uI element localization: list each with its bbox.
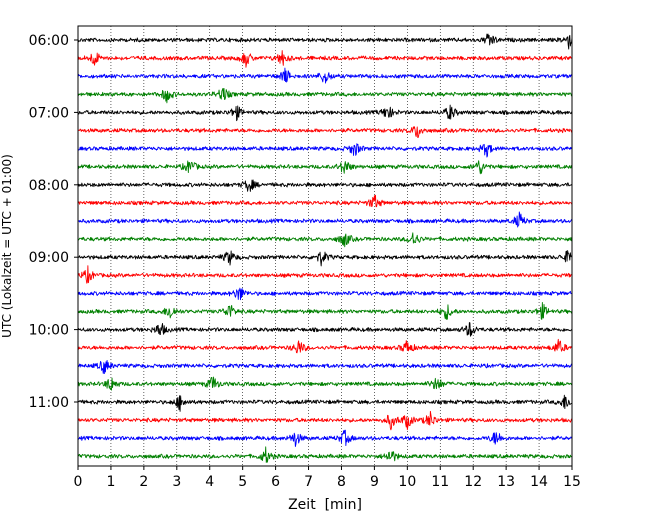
- trace-1045: [77, 376, 573, 391]
- trace-1015: [77, 338, 573, 354]
- trace-0745: [77, 160, 573, 175]
- trace-1030: [78, 360, 573, 375]
- y-tick-label-06:00: 06:00: [29, 33, 69, 49]
- trace-0800: [77, 179, 573, 192]
- x-tick-label-12: 12: [464, 474, 482, 490]
- trace-0630: [77, 67, 573, 84]
- x-tick-label-0: 0: [74, 474, 83, 490]
- trace-0915: [77, 265, 573, 284]
- trace-1145: [77, 446, 573, 463]
- trace-0845: [77, 232, 573, 248]
- trace-0730: [77, 143, 573, 158]
- y-tick-label-10:00: 10:00: [29, 323, 69, 339]
- x-tick-label-4: 4: [205, 474, 214, 490]
- trace-0900: [77, 250, 573, 267]
- trace-0645: [77, 87, 573, 104]
- x-tick-label-13: 13: [497, 474, 515, 490]
- y-axis-ticks: 06:00 07:00 08:00 09:00 10:00 11:00: [29, 33, 78, 411]
- x-tick-label-15: 15: [563, 474, 581, 490]
- trace-1115: [77, 410, 573, 431]
- y-tick-label-08:00: 08:00: [29, 178, 69, 194]
- trace-1130: [77, 429, 573, 447]
- minute-grid: [110, 26, 540, 466]
- plot-frame: [77, 25, 573, 467]
- y-tick-label-11:00: 11:00: [29, 395, 69, 411]
- x-axis-title: Zeit [min]: [288, 497, 362, 513]
- trace-1000: [77, 322, 573, 337]
- y-tick-label-09:00: 09:00: [29, 250, 69, 266]
- x-tick-label-7: 7: [304, 474, 313, 490]
- trace-0615: [77, 50, 573, 68]
- y-axis-title: UTC (Lokalzeit = UTC + 01:00): [0, 154, 14, 338]
- x-tick-label-5: 5: [238, 474, 247, 490]
- trace-0815: [77, 194, 573, 208]
- trace-0600: [77, 33, 573, 50]
- plot-background: [78, 26, 572, 466]
- x-tick-label-6: 6: [271, 474, 280, 490]
- x-tick-label-8: 8: [337, 474, 346, 490]
- x-tick-label-2: 2: [139, 474, 148, 490]
- trace-0830: [77, 211, 573, 228]
- x-tick-label-9: 9: [370, 474, 379, 490]
- seismic-traces: [77, 33, 573, 463]
- trace-0715: [77, 126, 573, 138]
- y-tick-label-07:00: 07:00: [29, 105, 69, 121]
- trace-0945: [77, 302, 573, 320]
- x-tick-label-1: 1: [106, 474, 115, 490]
- x-tick-label-3: 3: [172, 474, 181, 490]
- x-tick-label-14: 14: [530, 474, 548, 490]
- trace-1100: [77, 394, 573, 412]
- trace-0930: [77, 287, 573, 301]
- x-axis-ticks: 0 1 2 3 4 5 6 7 8 9 10 11 12 13 14 15: [74, 466, 581, 490]
- x-tick-label-10: 10: [398, 474, 416, 490]
- x-tick-label-11: 11: [431, 474, 449, 490]
- trace-0700: [77, 104, 573, 122]
